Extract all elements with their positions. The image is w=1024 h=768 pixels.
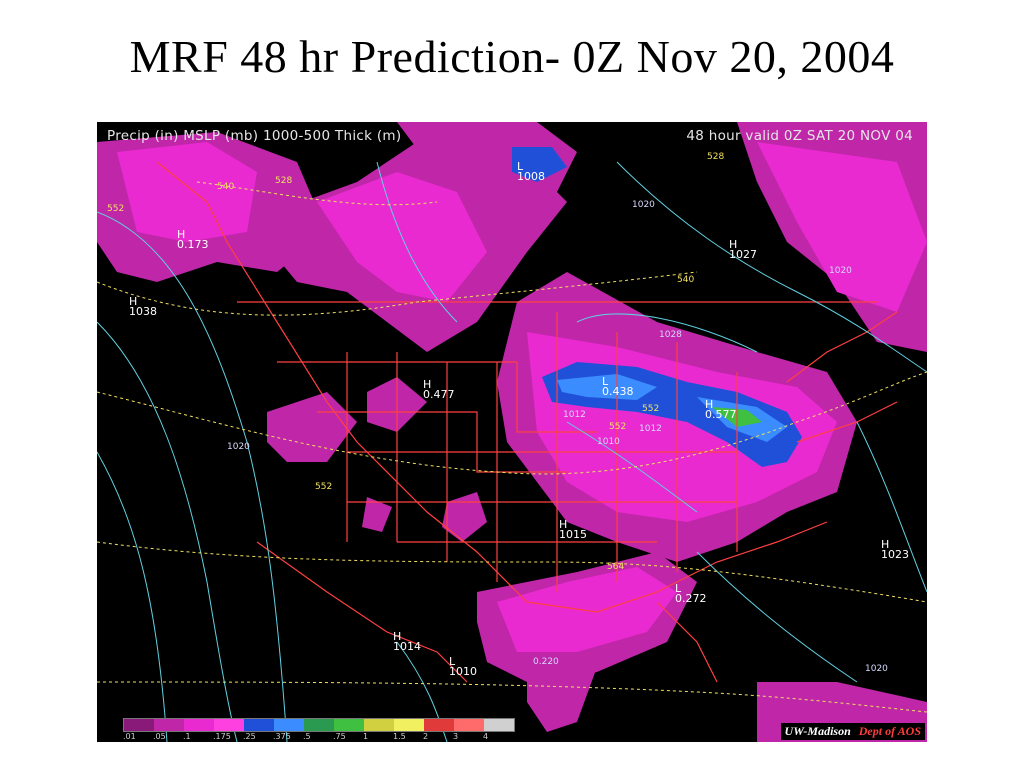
map-header-right: 48 hour valid 0Z SAT 20 NOV 04 [686, 128, 913, 144]
colorbar-swatch [424, 719, 454, 731]
thickness-label: 552 [609, 422, 627, 432]
isobar-label: 1020 [632, 200, 655, 210]
colorbar-tick-label: .175 [213, 732, 231, 741]
colorbar-swatch [274, 719, 304, 731]
isobar-label: 1020 [829, 266, 852, 276]
colorbar-swatch [124, 719, 154, 731]
isobar-label: 1010 [597, 437, 620, 447]
colorbar-tick-label: .375 [273, 732, 291, 741]
thickness-label: 564 [607, 562, 625, 572]
thickness-label: 528 [275, 176, 293, 186]
isobars [97, 161, 927, 742]
thickness-label: 552 [107, 204, 125, 214]
colorbar-tick-label: .05 [153, 732, 166, 741]
colorbar-tick-label: .01 [123, 732, 136, 741]
high-label: H 1015 [559, 518, 587, 541]
thickness-label: 540 [677, 275, 695, 285]
colorbar-swatch [394, 719, 424, 731]
credit-dept: Dept of AOS [858, 724, 921, 738]
colorbar-tick-label: 4 [483, 732, 489, 741]
high-label: H 0.577 [705, 398, 737, 421]
colorbar-swatch [454, 719, 484, 731]
colorbar-swatch [334, 719, 364, 731]
colorbar-tick-label: .5 [303, 732, 311, 741]
colorbar-tick-label: .75 [333, 732, 346, 741]
map-graphics [97, 122, 927, 742]
low-label: L 1008 [517, 160, 545, 183]
low-label: L 0.438 [602, 375, 634, 398]
colorbar-tick-label: 1.5 [393, 732, 406, 741]
high-label: H 1027 [729, 238, 757, 261]
high-label: H 1023 [881, 538, 909, 561]
high-label: H 0.477 [423, 378, 455, 401]
colorbar-swatch [184, 719, 214, 731]
thickness-label: 552 [315, 482, 333, 492]
colorbar-swatch [214, 719, 244, 731]
high-label: H 1038 [129, 295, 157, 318]
colorbar-swatch [154, 719, 184, 731]
slide-title: MRF 48 hr Prediction- 0Z Nov 20, 2004 [129, 31, 895, 82]
high-label: H 1014 [393, 630, 421, 653]
isobar-label: 1028 [659, 330, 682, 340]
isobar-label: 1012 [563, 410, 586, 420]
map-header-left: Precip (in) MSLP (mb) 1000-500 Thick (m) [107, 128, 402, 144]
isobar-label: 1020 [865, 664, 888, 674]
weather-map: Precip (in) MSLP (mb) 1000-500 Thick (m)… [97, 122, 927, 742]
colorbar-tick-label: .1 [183, 732, 191, 741]
thickness-lines [97, 181, 927, 713]
colorbar-swatch [364, 719, 394, 731]
colorbar-tick-label: 2 [423, 732, 429, 741]
low-label: L 1010 [449, 655, 477, 678]
low-label: L 0.272 [675, 582, 707, 605]
colorbar-swatch [304, 719, 334, 731]
thickness-label: 552 [642, 404, 660, 414]
colorbar-tick-label: .25 [243, 732, 256, 741]
precip-value-label: 0.220 [533, 657, 559, 667]
precip-colorbar [123, 718, 515, 732]
colorbar-swatch [244, 719, 274, 731]
isobar-label: 1020 [227, 442, 250, 452]
thickness-label: 528 [707, 152, 725, 162]
credit-uw: UW-Madison [784, 724, 851, 738]
high-label: H 0.173 [177, 228, 209, 251]
colorbar-tick-label: 1 [363, 732, 369, 741]
colorbar-tick-label: 3 [453, 732, 459, 741]
credit-badge: UW-Madison Dept of AOS [780, 723, 925, 740]
colorbar-swatch [484, 719, 514, 731]
isobar-label: 1012 [639, 424, 662, 434]
thickness-label: 540 [217, 182, 235, 192]
